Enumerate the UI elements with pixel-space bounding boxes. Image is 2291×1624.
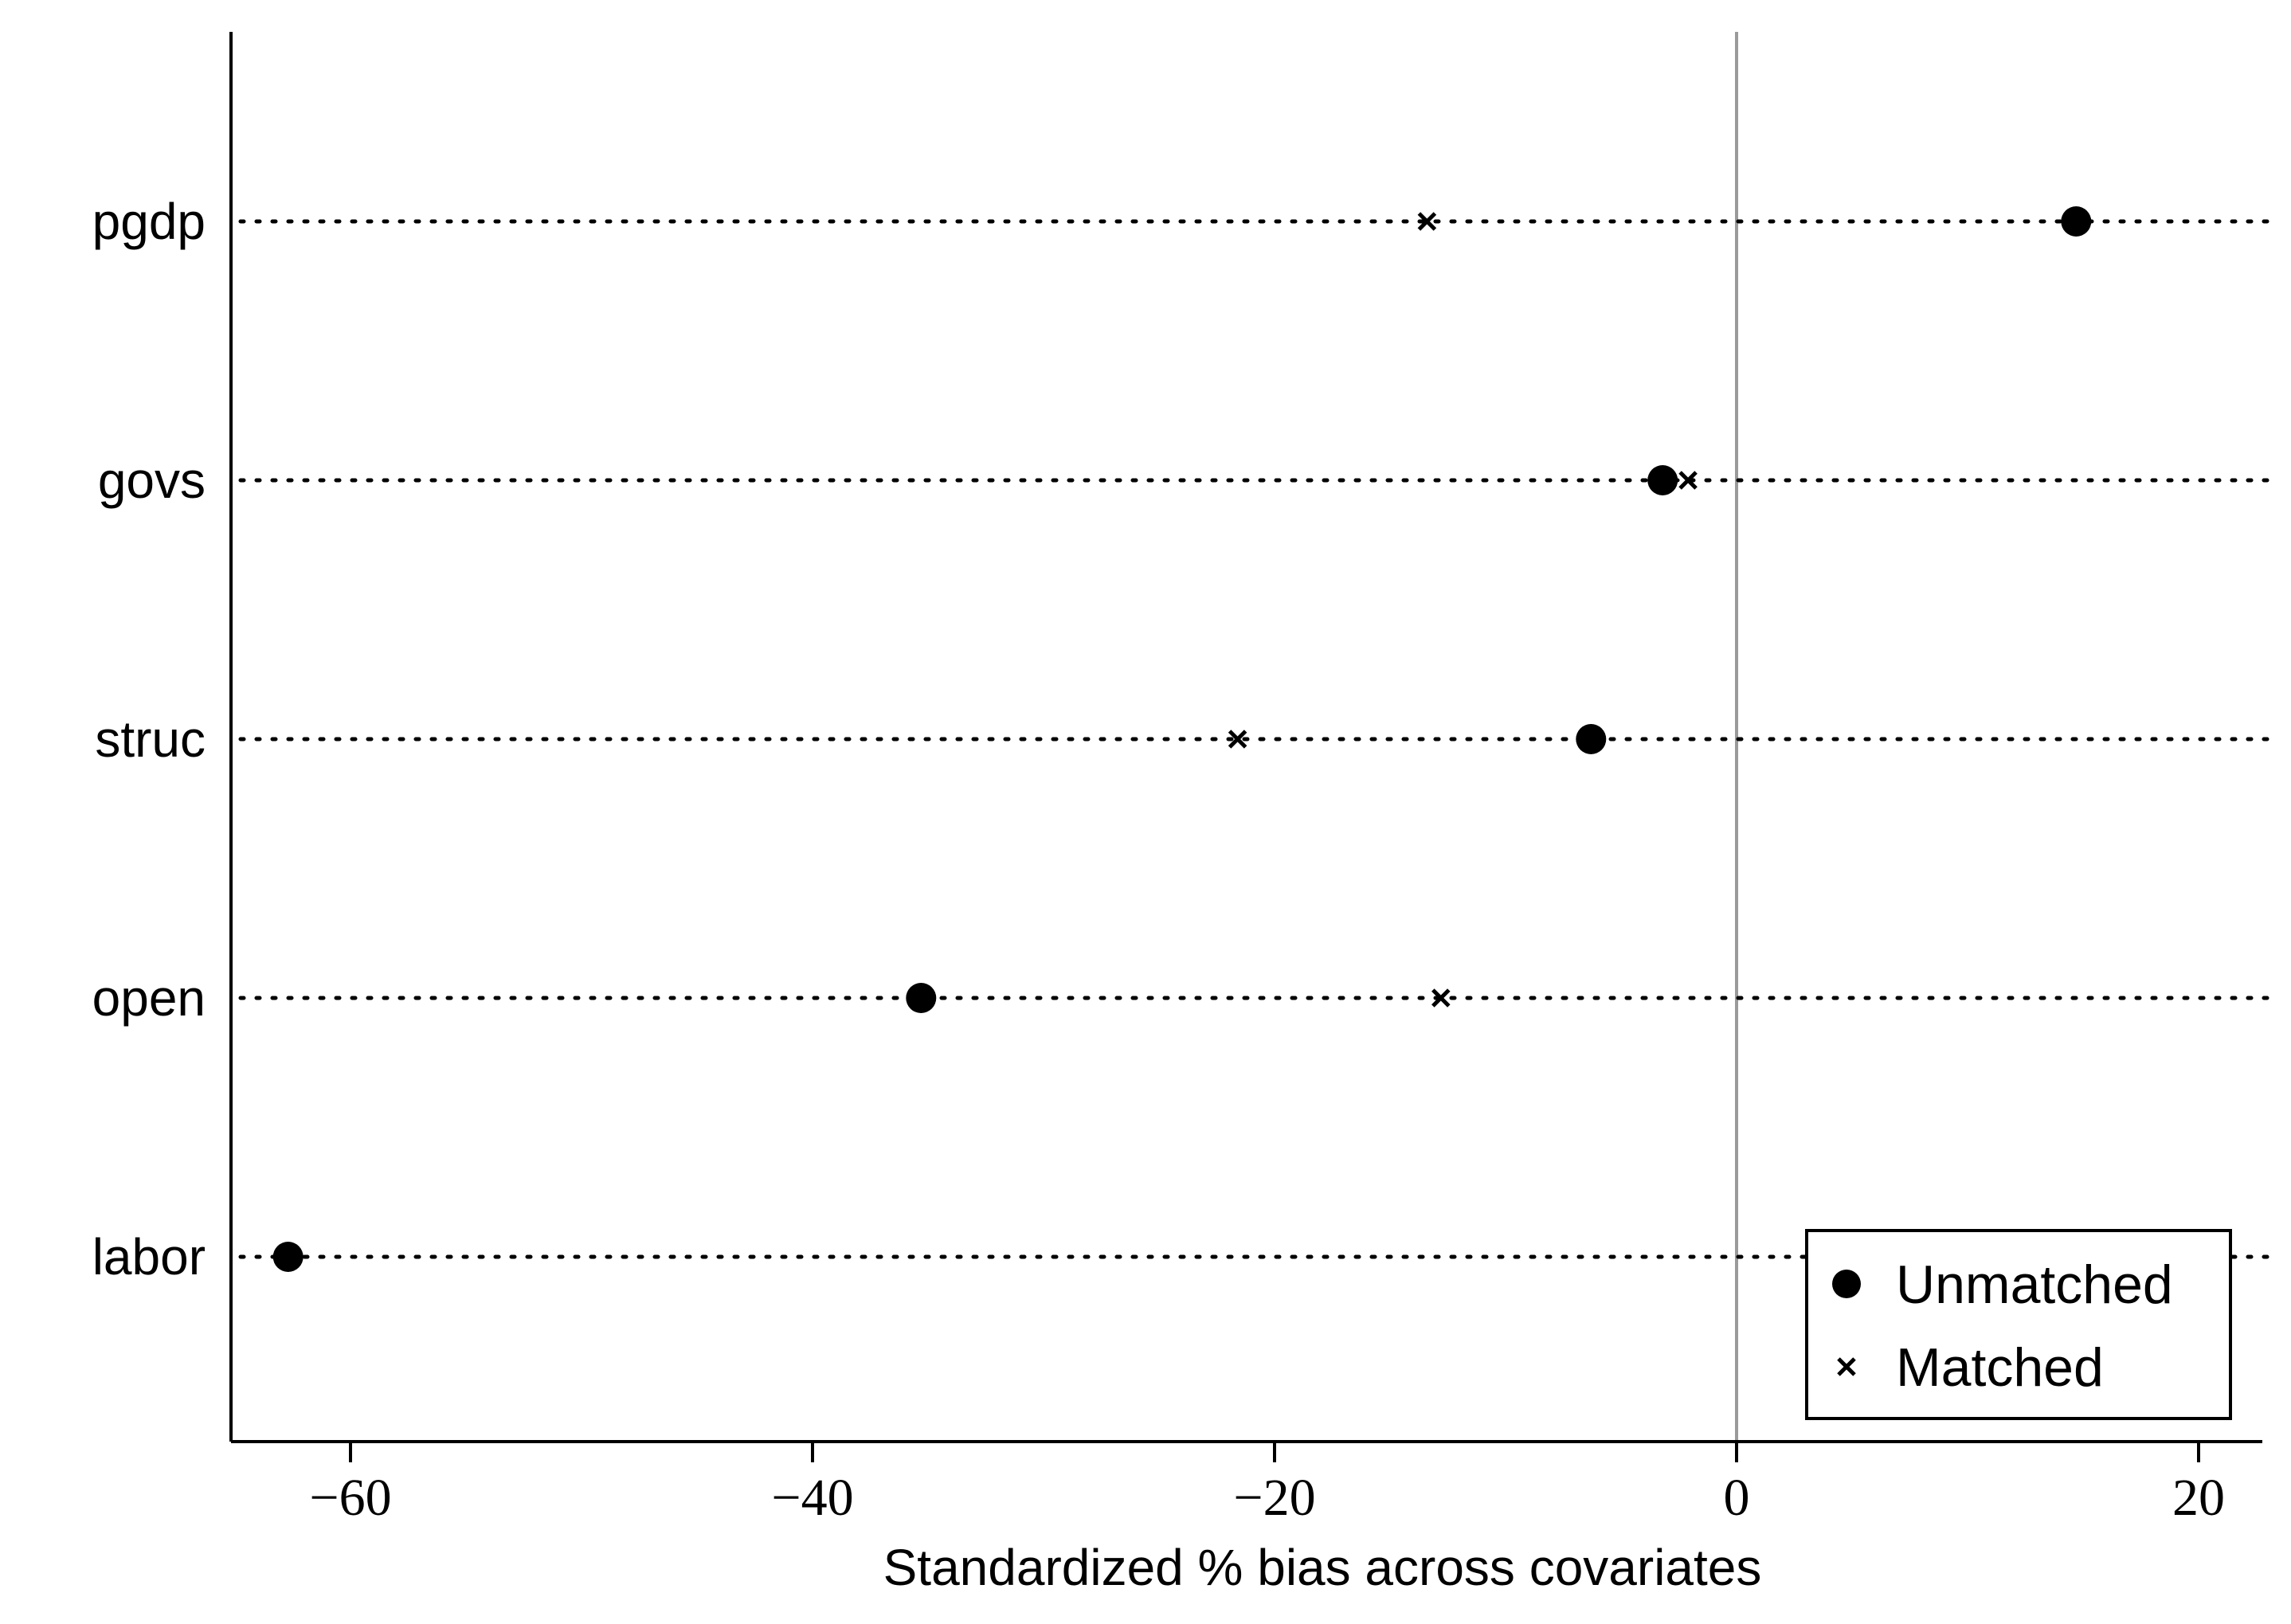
category-label-govs: govs <box>98 452 206 509</box>
x-axis-title: Standardized % bias across covariates <box>883 1539 1762 1596</box>
x-tick-label-3: 0 <box>1724 1469 1750 1527</box>
point-matched-govs <box>1678 471 1698 490</box>
point-matched-pgdp <box>1417 212 1437 231</box>
legend-marker-matched <box>1837 1357 1856 1376</box>
point-unmatched-govs <box>1647 465 1678 495</box>
legend-box <box>1805 1229 2232 1420</box>
category-label-struc: struc <box>95 710 206 768</box>
x-tick-label-0: −60 <box>309 1469 391 1527</box>
category-label-pgdp: pgdp <box>92 193 206 250</box>
row-lines-layer <box>238 219 2281 1259</box>
category-label-open: open <box>92 969 206 1027</box>
point-unmatched-labor <box>272 1242 304 1272</box>
x-tick-label-1: −40 <box>771 1469 853 1527</box>
point-matched-open <box>1431 988 1451 1008</box>
legend-label-unmatched: Unmatched <box>1896 1254 2173 1315</box>
point-matched-struc <box>1228 730 1247 749</box>
axes-layer <box>229 32 2262 1443</box>
point-unmatched-struc <box>1576 724 1607 754</box>
legend-marker-unmatched <box>1832 1270 1861 1298</box>
data-points-layer <box>272 206 2092 1272</box>
legend: Unmatched Matched <box>1805 1229 2232 1420</box>
x-ticks-layer: −60 −40 −20 0 20 <box>309 1442 2225 1527</box>
category-label-labor: labor <box>92 1228 206 1286</box>
point-unmatched-open <box>906 983 937 1013</box>
x-tick-label-2: −20 <box>1233 1469 1315 1527</box>
point-unmatched-pgdp <box>2061 206 2092 237</box>
category-labels-layer: pgdp govs struc open labor <box>92 193 206 1286</box>
x-tick-label-4: 20 <box>2172 1469 2225 1527</box>
legend-label-matched: Matched <box>1896 1337 2104 1398</box>
